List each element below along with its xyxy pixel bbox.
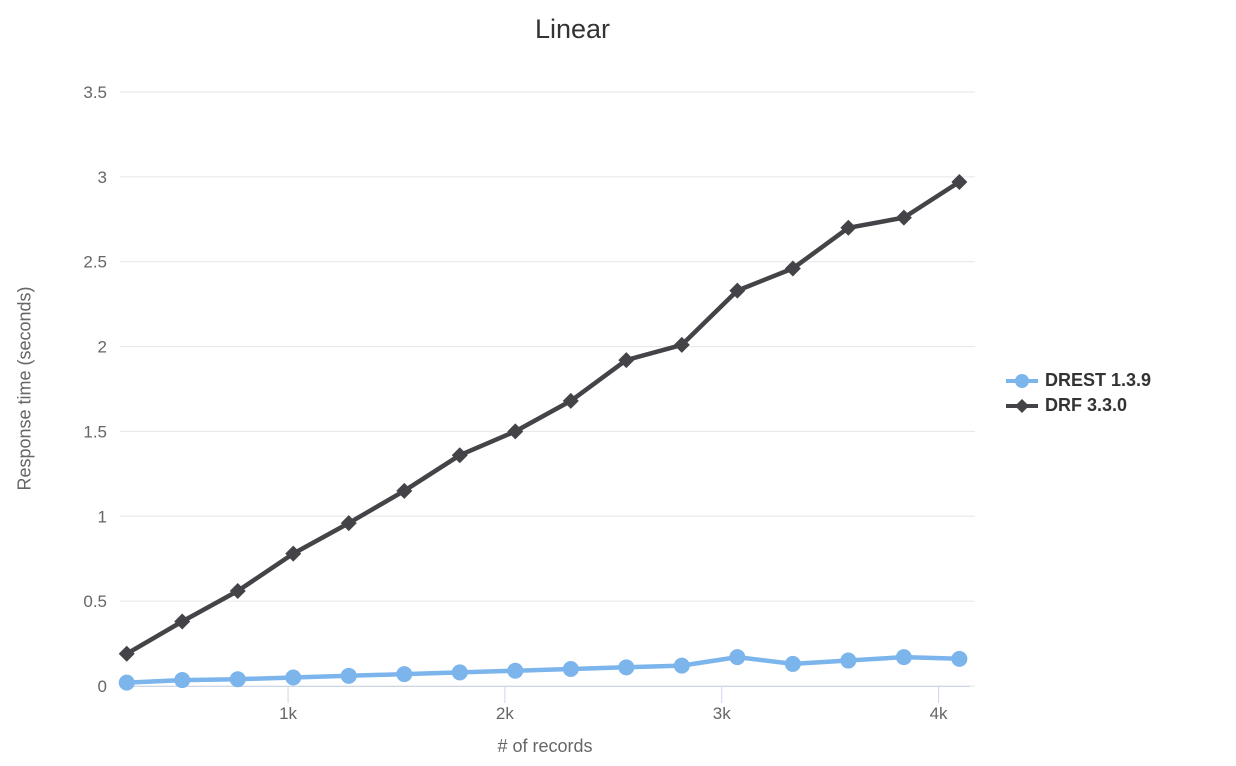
legend-item-drest[interactable]: DREST 1.3.9 [1005,368,1151,393]
data-point-diamond[interactable] [951,173,968,190]
series-line-1 [124,179,962,657]
y-tick-label: 2.5 [83,253,107,272]
data-point-circle[interactable] [840,652,857,669]
data-point-diamond[interactable] [285,545,302,562]
data-point-circle[interactable] [673,657,690,674]
data-point-diamond[interactable] [229,582,246,599]
data-point-circle[interactable] [396,666,413,683]
data-point-diamond[interactable] [340,515,357,532]
data-point-circle[interactable] [118,674,135,691]
data-point-circle[interactable] [451,664,468,681]
data-point-circle[interactable] [507,662,524,679]
data-point-circle[interactable] [174,672,191,689]
y-tick-label: 1 [98,507,107,526]
data-point-circle[interactable] [951,650,968,667]
data-point-diamond[interactable] [562,392,579,409]
data-point-diamond[interactable] [784,260,801,277]
x-tick-label: 1k [279,704,297,723]
data-point-circle[interactable] [562,661,579,678]
data-point-diamond[interactable] [840,219,857,236]
data-point-diamond[interactable] [396,482,413,499]
x-tick-label: 2k [496,704,514,723]
data-point-circle[interactable] [729,649,746,666]
y-tick-label: 3.5 [83,83,107,102]
legend-item-drf[interactable]: DRF 3.3.0 [1005,393,1151,418]
legend-circle-marker-icon [1006,373,1038,388]
data-point-circle[interactable] [618,659,635,676]
data-point-diamond[interactable] [729,282,746,299]
series-line-0 [124,654,962,685]
y-tick-label: 1.5 [83,422,107,441]
data-point-diamond[interactable] [507,423,524,440]
y-tick-label: 0.5 [83,592,107,611]
chart-title: Linear [534,14,611,44]
data-point-diamond[interactable] [451,447,468,464]
x-axis-title: # of records [497,736,593,756]
data-point-circle[interactable] [285,669,302,686]
data-point-diamond[interactable] [174,613,191,630]
legend-diamond-marker-icon [1006,398,1038,413]
x-tick-label: 3k [713,704,731,723]
data-point-circle[interactable] [895,649,912,666]
data-point-circle[interactable] [229,671,246,688]
x-tick-label: 4k [930,704,948,723]
y-tick-label: 2 [98,338,107,357]
legend-label-drf: DRF 3.3.0 [1045,395,1128,415]
data-point-circle[interactable] [340,667,357,684]
data-point-diamond[interactable] [673,336,690,353]
data-point-circle[interactable] [784,655,801,672]
data-point-diamond[interactable] [118,645,135,662]
data-point-diamond[interactable] [618,352,635,369]
legend-label-drest: DREST 1.3.9 [1045,370,1152,390]
y-tick-label: 3 [98,168,107,187]
data-point-diamond[interactable] [895,209,912,226]
y-tick-label: 0 [98,677,107,696]
legend: DREST 1.3.9 DRF 3.3.0 [1005,368,1151,418]
